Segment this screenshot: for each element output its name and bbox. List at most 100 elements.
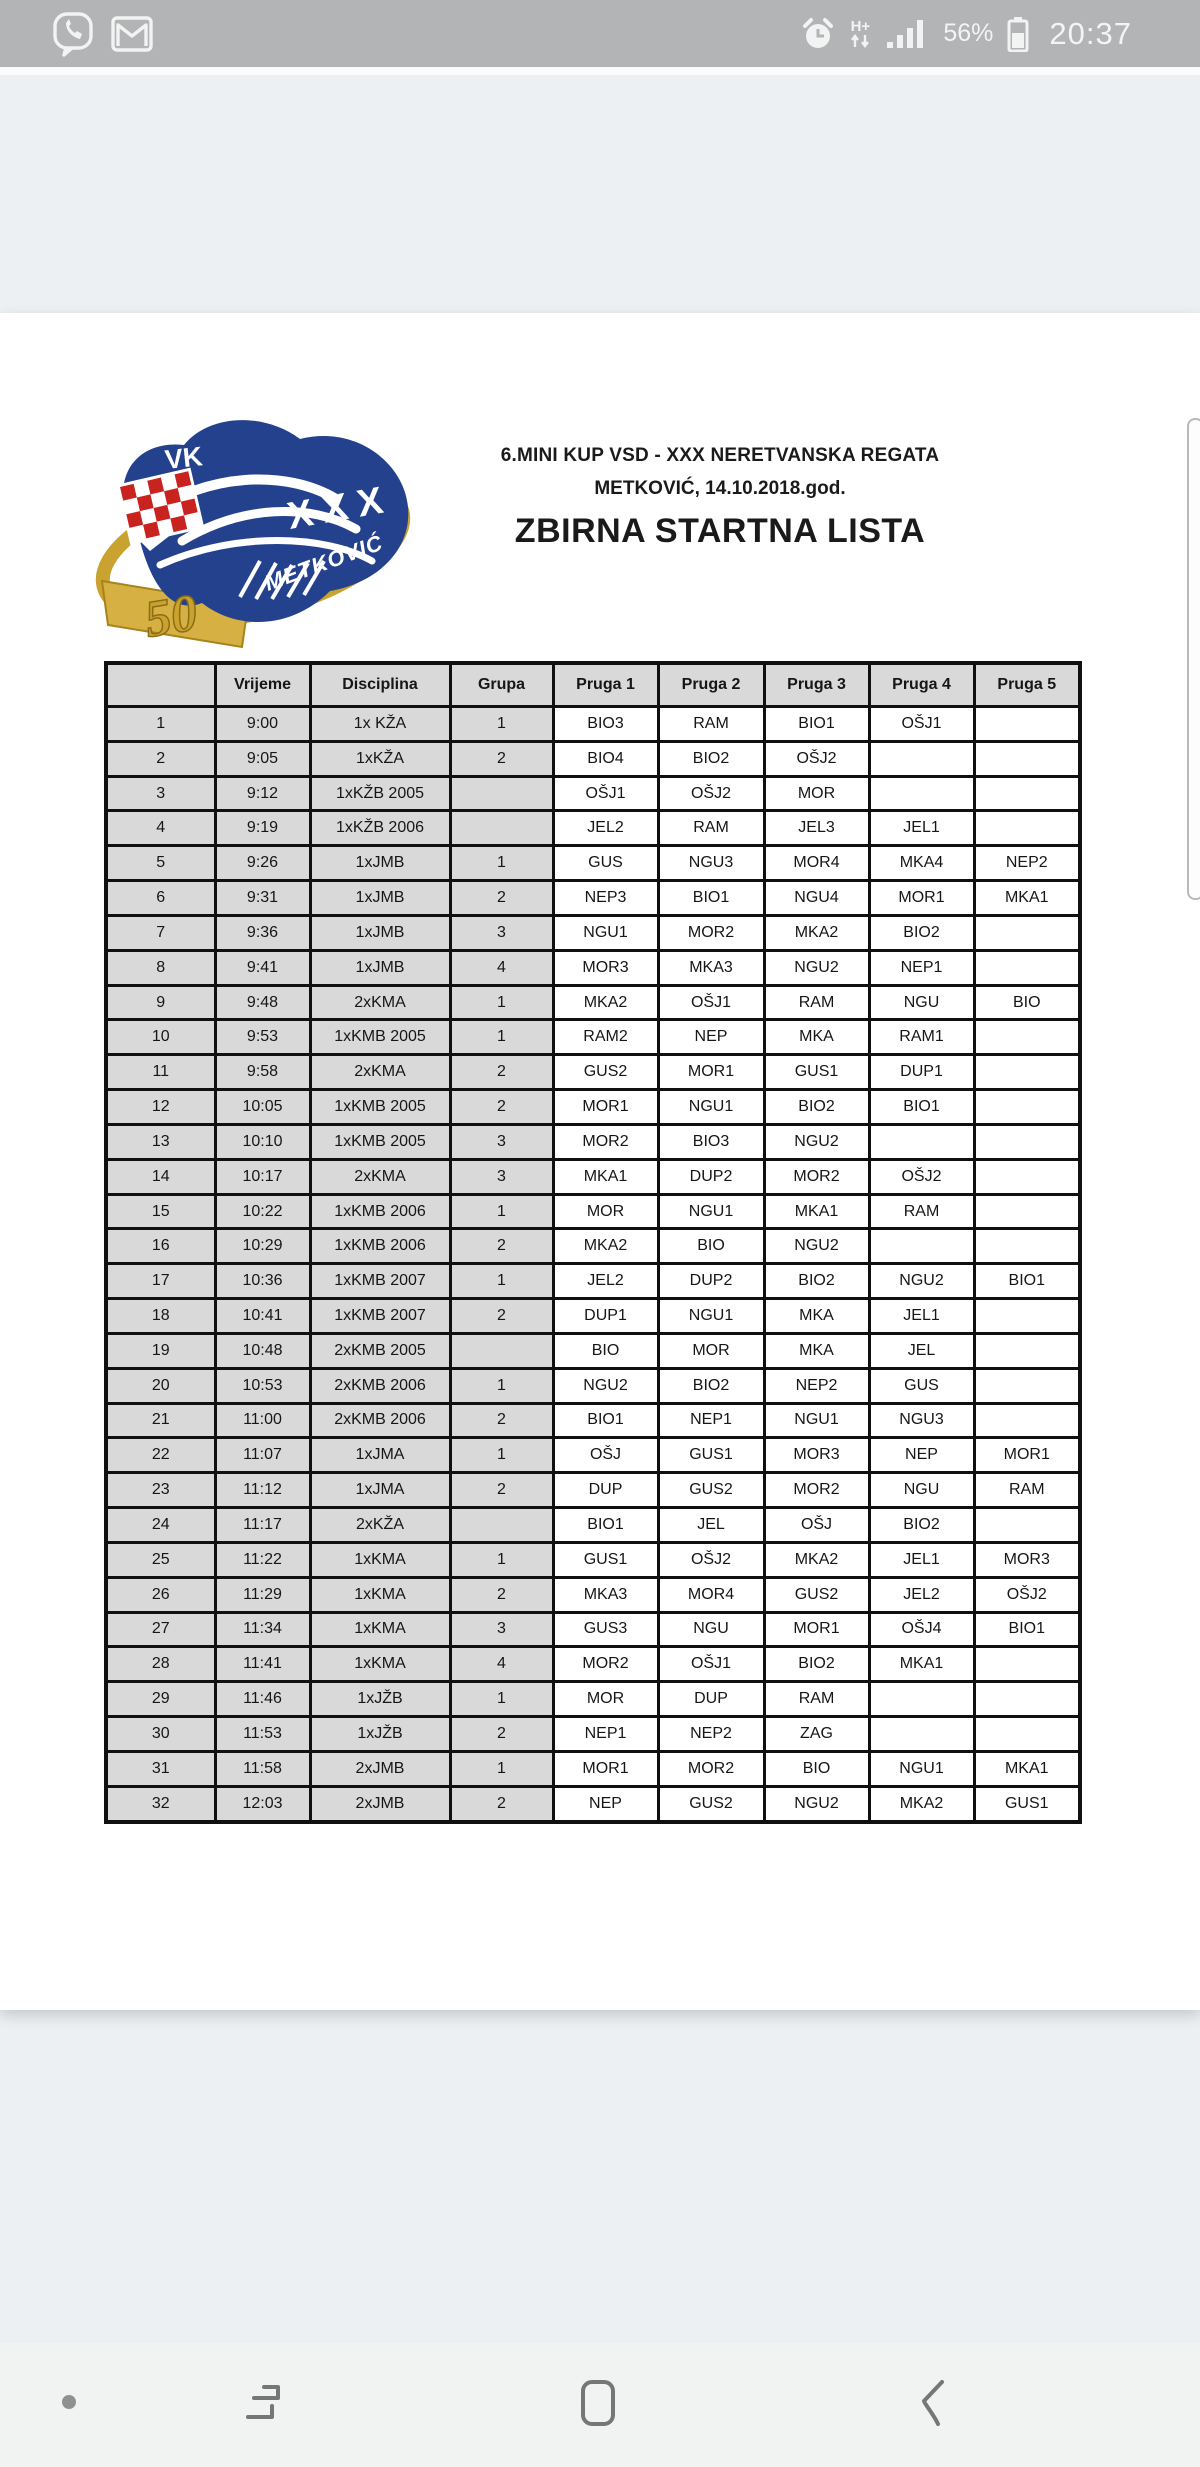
row-number-cell: 19	[104, 1331, 217, 1370]
lane2-cell: BIO2	[656, 739, 766, 778]
lane2-cell: NGU1	[656, 1192, 766, 1231]
group-cell: 1	[448, 1749, 555, 1788]
lane3-cell: GUS1	[762, 1053, 871, 1092]
time-cell: 9:58	[213, 1053, 312, 1092]
lane4-cell	[867, 774, 976, 813]
time-cell: 11:53	[213, 1715, 312, 1753]
row-number-cell: 26	[104, 1575, 217, 1614]
logo-club-initials: VK	[163, 441, 204, 475]
discipline-cell: 1xKŽB 2006	[308, 809, 452, 848]
lane1-cell: MKA3	[551, 1575, 660, 1614]
lane3-cell: MKA	[762, 1331, 871, 1370]
lane3-cell: OŠJ2	[762, 739, 871, 778]
lane4-cell: OŠJ2	[867, 1157, 976, 1196]
lane3-cell: NGU1	[762, 1401, 871, 1440]
lane3-cell: NGU2	[762, 1227, 871, 1266]
lane2-cell: NEP1	[656, 1401, 766, 1440]
time-cell: 10:36	[213, 1262, 312, 1301]
home-icon	[581, 2380, 615, 2426]
table-row: 30 11:53 1xJŽB 2 NEP1 NEP2 ZAG	[104, 1715, 1082, 1753]
lane1-cell: GUS3	[551, 1610, 660, 1649]
group-cell: 2	[448, 1297, 555, 1335]
lane1-cell: MKA2	[551, 983, 660, 1022]
lane2-cell: GUS2	[656, 1471, 766, 1510]
row-number-cell: 31	[104, 1749, 217, 1788]
lane4-cell	[867, 1227, 976, 1266]
time-cell: 11:34	[213, 1610, 312, 1649]
row-number-cell: 7	[104, 913, 217, 952]
lane3-cell: OŠJ	[762, 1506, 871, 1544]
nav-edge-dot	[62, 2395, 76, 2409]
group-cell: 2	[448, 1575, 555, 1614]
lane1-cell: MOR1	[551, 1749, 660, 1788]
row-number-cell: 3	[104, 774, 217, 813]
scrollbar-thumb[interactable]	[1187, 418, 1200, 900]
lane4-cell: GUS	[867, 1366, 976, 1405]
row-number-cell: 29	[104, 1680, 217, 1719]
row-number-cell: 16	[104, 1227, 217, 1266]
lane4-cell: MOR1	[867, 879, 976, 917]
lane5-cell	[972, 774, 1082, 813]
lane5-cell: BIO1	[972, 1610, 1082, 1649]
lane3-cell: MOR3	[762, 1436, 871, 1475]
lane1-cell: DUP	[551, 1471, 660, 1510]
lane2-cell: MKA3	[656, 948, 766, 987]
row-number-cell: 5	[104, 844, 217, 883]
clock-label: 20:37	[1049, 15, 1132, 51]
row-number-cell: 24	[104, 1506, 217, 1544]
lane5-cell	[972, 1680, 1082, 1719]
group-cell: 4	[448, 1645, 555, 1684]
lane3-cell: RAM	[762, 1680, 871, 1719]
row-number-cell: 9	[104, 983, 217, 1022]
lane5-cell	[972, 948, 1082, 987]
event-title: 6.MINI KUP VSD - XXX NERETVANSKA REGATA	[500, 445, 940, 466]
lane4-cell: JEL1	[867, 1297, 976, 1335]
lane1-cell: NEP3	[551, 879, 660, 917]
lane2-cell: BIO	[656, 1227, 766, 1266]
lane5-cell	[972, 1715, 1082, 1753]
time-cell: 9:31	[213, 879, 312, 917]
discipline-cell: 2xKMA	[308, 983, 452, 1022]
lane3-cell: MKA	[762, 1297, 871, 1335]
table-row: 21 11:00 2xKMB 2006 2 BIO1 NEP1 NGU1 NGU3	[104, 1401, 1082, 1440]
lane3-cell: BIO1	[762, 705, 871, 743]
lane5-cell	[972, 809, 1082, 848]
lane5-cell	[972, 1227, 1082, 1266]
discipline-cell: 2xKMB 2006	[308, 1366, 452, 1405]
logo-anniversary-label: 50	[141, 584, 201, 648]
discipline-cell: 2xJMB	[308, 1749, 452, 1788]
start-list-table-wrap: Vrijeme Disciplina Grupa Pruga 1 Pruga 2 Prug…	[104, 661, 1082, 1824]
row-number-cell: 14	[104, 1157, 217, 1196]
lane5-cell	[972, 913, 1082, 952]
start-list-table: Vrijeme Disciplina Grupa Pruga 1 Pruga 2 Prug…	[104, 661, 1082, 1824]
document-title-block: 6.MINI KUP VSD - XXX NERETVANSKA REGATA …	[392, 445, 1048, 551]
back-button[interactable]	[904, 2373, 964, 2433]
row-number-cell: 28	[104, 1645, 217, 1684]
lane5-cell: OŠJ2	[972, 1575, 1082, 1614]
time-cell: 11:00	[213, 1401, 312, 1440]
signal-strength-icon	[887, 19, 924, 48]
lane3-cell: NEP2	[762, 1366, 871, 1405]
recents-button[interactable]	[234, 2373, 294, 2433]
home-button[interactable]	[568, 2373, 628, 2433]
group-cell: 3	[448, 1122, 555, 1161]
lane5-cell	[972, 739, 1082, 778]
time-cell: 12:03	[213, 1784, 312, 1824]
lane1-cell: RAM2	[551, 1018, 660, 1057]
lane1-cell: JEL2	[551, 1262, 660, 1301]
lane3-cell: BIO2	[762, 1262, 871, 1301]
lane5-cell	[972, 1122, 1082, 1161]
discipline-cell: 2xKŽA	[308, 1506, 452, 1544]
row-number-cell: 8	[104, 948, 217, 987]
discipline-cell: 1xJŽB	[308, 1680, 452, 1719]
lane5-cell	[972, 1018, 1082, 1057]
battery-percent-label: 56%	[943, 19, 994, 47]
table-row: 23 11:12 1xJMA 2 DUP GUS2 MOR2 NGU RAM	[104, 1471, 1082, 1510]
lane3-cell: NGU2	[762, 948, 871, 987]
lane5-cell	[972, 1157, 1082, 1196]
table-row: 19 10:48 2xKMB 2005 BIO MOR MKA JEL	[104, 1331, 1082, 1370]
lane3-cell: MOR4	[762, 844, 871, 883]
group-cell: 3	[448, 913, 555, 952]
lane5-cell: RAM	[972, 1471, 1082, 1510]
time-cell: 11:22	[213, 1540, 312, 1579]
